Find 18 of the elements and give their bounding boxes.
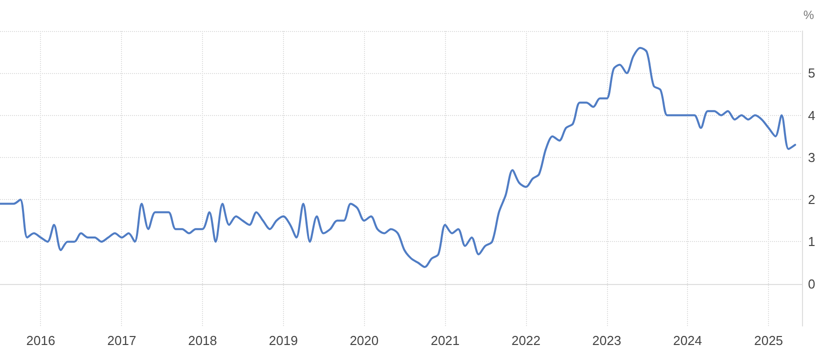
y-tick-label: 4 xyxy=(808,108,816,123)
y-tick-label: 2 xyxy=(808,192,816,208)
x-tick-label: 2016 xyxy=(26,333,56,347)
x-tick-label: 2024 xyxy=(673,333,702,347)
x-tick-label: 2018 xyxy=(188,333,218,347)
x-tick-label: 2025 xyxy=(754,333,784,347)
x-tick-label: 2019 xyxy=(268,333,298,347)
x-tick-label: 2023 xyxy=(592,333,622,347)
y-tick-label: 1 xyxy=(808,234,816,250)
y-axis-title: % xyxy=(803,8,814,22)
x-tick-label: 2021 xyxy=(430,333,460,347)
x-tick-label: 2022 xyxy=(512,333,540,347)
x-tick-label: 2020 xyxy=(350,333,379,347)
x-tick-label: 2017 xyxy=(107,333,136,347)
line-series xyxy=(0,46,796,268)
y-tick-label: 3 xyxy=(808,150,816,165)
y-tick-label: 0 xyxy=(808,276,816,292)
y-tick-label: 5 xyxy=(808,66,816,81)
